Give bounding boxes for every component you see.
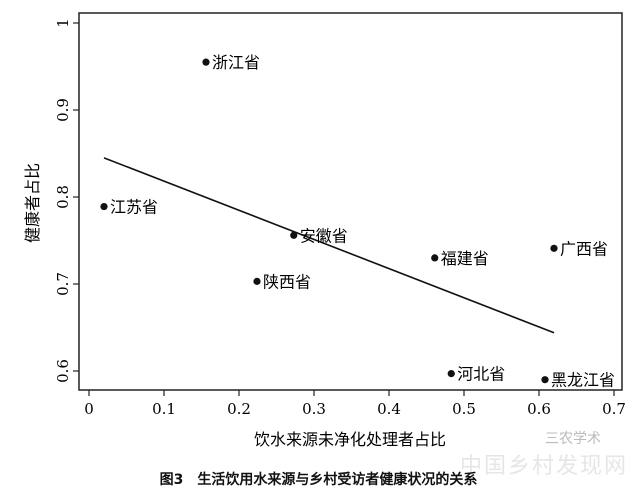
trendline xyxy=(103,157,555,334)
point-marker xyxy=(541,376,549,384)
x-tick-label: 0.3 xyxy=(302,400,326,418)
point-marker xyxy=(290,231,298,239)
point-label: 安徽省 xyxy=(300,226,348,245)
point-marker xyxy=(202,58,210,66)
data-point: 江苏省 xyxy=(100,198,158,217)
data-point: 广西省 xyxy=(550,239,608,258)
x-tick-label: 0.6 xyxy=(527,400,551,418)
point-marker xyxy=(550,244,558,252)
point-label: 福建省 xyxy=(441,249,489,268)
data-point: 福建省 xyxy=(431,249,489,268)
x-axis-label: 饮水来源未净化处理者占比 xyxy=(254,430,446,449)
watermark-site: 中国乡村发现网 xyxy=(460,454,629,479)
y-tick-label: 0.7 xyxy=(54,272,72,296)
x-tick-label: 0.1 xyxy=(152,400,176,418)
point-label: 浙江省 xyxy=(212,53,260,72)
watermark-wechat: 三农学术 xyxy=(545,431,601,447)
data-point: 安徽省 xyxy=(290,226,348,245)
y-tick-label: 1 xyxy=(54,18,72,28)
x-tick-label: 0.7 xyxy=(602,400,626,418)
point-marker xyxy=(100,202,108,211)
point-label: 黑龙江省 xyxy=(551,371,615,390)
x-tick-label: 0.2 xyxy=(227,400,251,418)
x-tick-label: 0.5 xyxy=(452,400,476,418)
x-axis: 0 0.1 0.2 0.3 0.4 0.5 0.6 0.7 xyxy=(84,390,626,418)
point-label: 陕西省 xyxy=(263,272,311,291)
data-point: 浙江省 xyxy=(202,53,260,72)
point-label: 江苏省 xyxy=(110,198,158,217)
y-tick-label: 0.6 xyxy=(54,359,72,383)
point-marker xyxy=(447,370,455,378)
data-point: 陕西省 xyxy=(253,272,311,291)
figure-caption: 图3 生活饮用水来源与乡村受访者健康状况的关系 xyxy=(159,472,478,488)
y-tick-label: 0.8 xyxy=(54,185,72,209)
point-label: 河北省 xyxy=(457,365,505,384)
data-point: 黑龙江省 xyxy=(541,371,615,390)
y-axis-label: 健康者占比 xyxy=(23,163,42,243)
x-tick-label: 0 xyxy=(84,400,94,418)
point-marker xyxy=(253,277,261,285)
point-label: 广西省 xyxy=(560,239,608,258)
scatter-chart: 0 0.1 0.2 0.3 0.4 0.5 0.6 0.7 0.6 0.7 0.8 0.9 1 浙江省… xyxy=(23,12,626,449)
y-axis: 0.6 0.7 0.8 0.9 1 xyxy=(54,18,79,383)
data-point: 河北省 xyxy=(447,365,505,384)
y-tick-label: 0.9 xyxy=(54,98,72,122)
point-marker xyxy=(431,254,439,262)
x-tick-label: 0.4 xyxy=(377,400,401,418)
plot-frame xyxy=(78,12,623,391)
